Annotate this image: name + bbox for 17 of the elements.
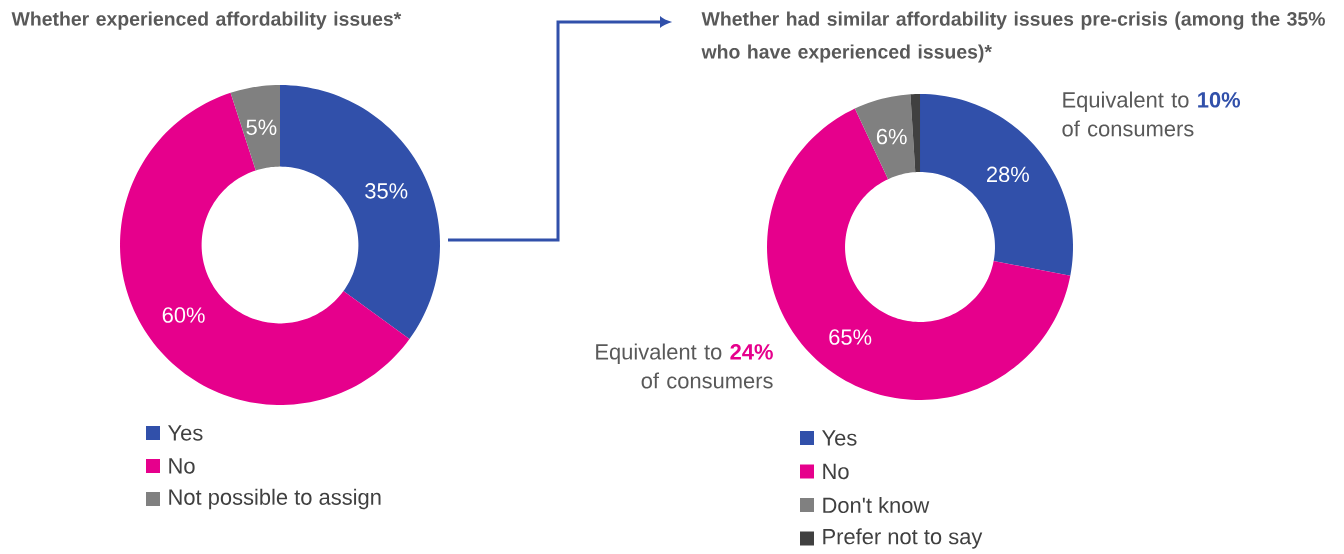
legend-label: No	[823, 463, 849, 480]
text: Equivalent to 10% of consumers	[1062, 91, 1241, 137]
data-label: 60%	[162, 307, 205, 323]
chart-title: Whether experienced affordability issues*	[11, 11, 402, 30]
legend-label: Yes	[822, 430, 857, 446]
text: Equivalent to 24% of consumers	[596, 343, 773, 389]
data-label: 65%	[829, 329, 872, 345]
legend-label: Not possible to assign	[169, 488, 381, 510]
legend-label: Don't know	[823, 496, 930, 514]
legend-label: Prefer not to say	[823, 528, 983, 549]
data-label: 28%	[987, 166, 1029, 183]
data-label: 35%	[365, 183, 408, 199]
legend-label: No	[169, 458, 195, 474]
legend-label: Yes	[168, 425, 203, 441]
data-label: 6%	[876, 128, 907, 145]
data-label: 5%	[246, 119, 277, 135]
chart-title: Whether had similar affordability issues pre-crisis (among the 35% who have experienced issues)*	[701, 11, 1325, 63]
